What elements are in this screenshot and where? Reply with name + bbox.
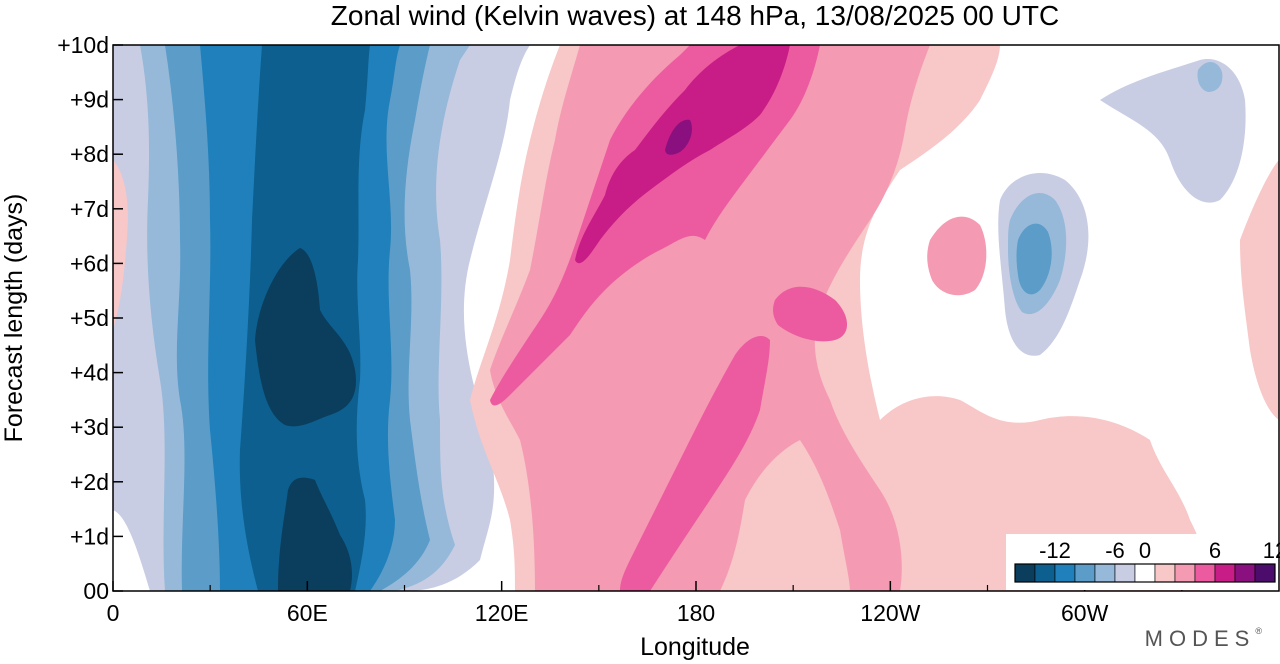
y-axis: 00 +1d +2d +3d +4d +5d +6d +7d +8d +9d +10d (57, 32, 123, 604)
x-tick-label-5: 60W (1061, 600, 1109, 626)
contour-neg-12-upper (255, 248, 356, 427)
x-tick-label-3: 180 (677, 600, 715, 626)
colorbar-cell-10 (1214, 563, 1236, 583)
colorbar-cell-1 (1034, 563, 1056, 583)
colorbar-cell-0 (1014, 563, 1036, 583)
colorbar-cell-3 (1074, 563, 1096, 583)
contour-pos-6 (620, 335, 770, 591)
y-tick-label-10: +10d (57, 32, 109, 58)
y-tick-label-0: 00 (83, 578, 109, 604)
y-tick-label-8: +8d (70, 141, 109, 167)
colorbar-cell-5 (1114, 563, 1136, 583)
y-tick-label-3: +3d (70, 414, 109, 440)
colorbar-cell-6 (1134, 563, 1156, 583)
y-tick-label-6: +6d (70, 250, 109, 276)
y-tick-label-4: +4d (70, 360, 109, 386)
contour-neg-12-lower (278, 477, 352, 591)
y-tick-label-7: +7d (70, 196, 109, 222)
heatmap-field (113, 45, 1279, 591)
x-tick-label-0: 0 (107, 600, 120, 626)
y-tick-label-9: +9d (70, 87, 109, 113)
colorbar-cell-4 (1094, 563, 1116, 583)
y-axis-label: Forecast length (days) (0, 194, 28, 443)
contour-neg-north-2 (1100, 59, 1246, 203)
colorbar-label-1: -6 (1105, 538, 1125, 563)
colorbar-cell-12 (1254, 563, 1276, 583)
registered-mark: ® (1255, 626, 1262, 636)
contour-pos-4-blob (927, 216, 987, 296)
y-tick-label-5: +5d (70, 305, 109, 331)
colorbar-label-2: 0 (1139, 538, 1151, 563)
contour-pos-8 (575, 45, 790, 264)
x-tick-label-2: 120E (475, 600, 529, 626)
modes-logo: MODES® (1145, 626, 1262, 652)
x-tick-label-1: 60E (287, 600, 328, 626)
x-tick-label-4: 120W (860, 600, 920, 626)
colorbar-cell-8 (1174, 563, 1196, 583)
colorbar-label-0: -12 (1039, 538, 1071, 563)
contour-pos-10 (665, 119, 692, 155)
contour-pos-6-upper (490, 45, 820, 406)
colorbar-cell-9 (1194, 563, 1216, 583)
colorbar-outline (1014, 563, 1276, 583)
brand-text: MODES (1144, 626, 1256, 651)
colorbar-cell-11 (1234, 563, 1256, 583)
colorbar-cell-2 (1054, 563, 1076, 583)
colorbar-label-4: 12 (1263, 538, 1280, 563)
contour-neg-east-6 (1016, 223, 1052, 295)
y-tick-label-1: +1d (70, 523, 109, 549)
contour-pos-west (113, 160, 128, 330)
colorbar-cell-7 (1154, 563, 1176, 583)
contour-pos-2-east (1240, 160, 1279, 420)
contour-neg-north-4 (1197, 61, 1223, 92)
x-axis-label: Longitude (640, 633, 750, 661)
y-tick-label-2: +2d (70, 469, 109, 495)
colorbar-label-3: 6 (1209, 538, 1221, 563)
chart-title: Zonal wind (Kelvin waves) at 148 hPa, 13… (331, 0, 1059, 31)
x-axis: 0 60E 120E 180 120W 60W (107, 581, 1183, 626)
contour-pos-6-blob (773, 286, 848, 342)
colorbar: -12 -6 0 6 12 (1006, 534, 1280, 590)
